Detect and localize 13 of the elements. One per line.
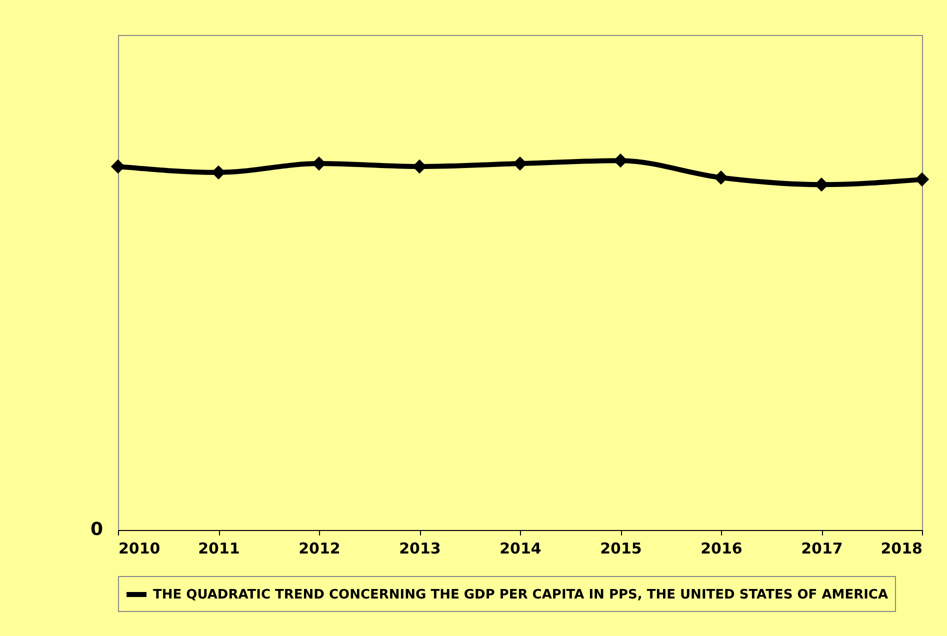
point <box>714 170 728 185</box>
x-tick-label: 2015 <box>600 540 642 558</box>
x-tick-label: 2016 <box>700 540 742 558</box>
x-tick-label: 2014 <box>500 540 542 558</box>
x-tick-label: 2011 <box>198 540 240 558</box>
point <box>914 172 930 187</box>
x-tick-label: 2018 <box>880 540 922 558</box>
x-tick-label: 2010 <box>118 540 160 558</box>
legend-label: THE QUADRATIC TREND CONCERNING THE GDP PER CAPITA IN PPS, THE UNITED STATES OF AMERICA <box>153 588 888 602</box>
x-tick-label: 2012 <box>298 540 340 558</box>
text: 0 <box>90 519 103 540</box>
x-tick-label: 2013 <box>399 540 441 558</box>
x-tick-label: 2017 <box>801 540 843 558</box>
